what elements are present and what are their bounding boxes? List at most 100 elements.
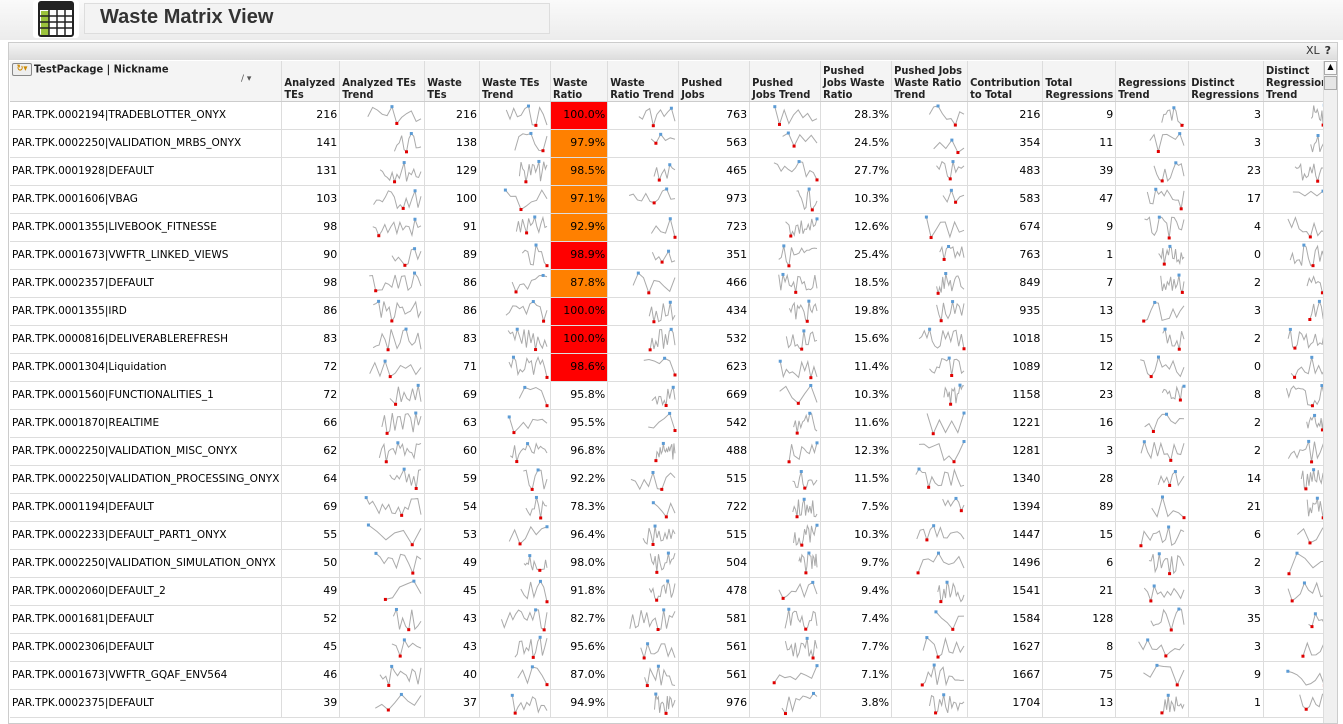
- test-package-cell[interactable]: PAR.TPK.0001560|FUNCTIONALITIES_1: [10, 381, 283, 410]
- help-button[interactable]: ?: [1324, 44, 1331, 57]
- distinct-regressions-cell: 2: [1188, 409, 1265, 438]
- test-package-cell[interactable]: PAR.TPK.0001681|DEFAULT: [10, 605, 283, 634]
- sparkline-min-marker: [413, 188, 417, 192]
- column-header[interactable]: Waste Ratio Trend: [607, 61, 680, 102]
- column-header[interactable]: Waste TEs: [424, 61, 481, 102]
- column-header[interactable]: Contribution to Total: [967, 61, 1044, 102]
- table-row[interactable]: PAR.TPK.0001304|Liquidation 72 71 98.6% 623 1…: [10, 353, 1337, 382]
- pushed-jobs-cell: 351: [678, 241, 751, 270]
- scroll-up-button[interactable]: ▲: [1324, 61, 1337, 75]
- test-package-cell[interactable]: PAR.TPK.0001870|REALTIME: [10, 409, 283, 438]
- sparkline: [778, 359, 818, 379]
- column-header[interactable]: Regressions Trend: [1115, 61, 1190, 102]
- table-row[interactable]: PAR.TPK.0002357|DEFAULT 98 86 87.8% 466 18.5%…: [10, 269, 1337, 298]
- column-header[interactable]: Pushed Jobs Trend: [749, 61, 822, 102]
- trend-cell: [607, 689, 680, 718]
- test-package-cell[interactable]: PAR.TPK.0002306|DEFAULT: [10, 633, 283, 662]
- table-row[interactable]: PAR.TPK.0002375|DEFAULT 39 37 94.9% 976 3.8% 1…: [10, 689, 1337, 718]
- trend-cell: [607, 297, 680, 326]
- table-row[interactable]: PAR.TPK.0001606|VBAG 103 100 97.1% 973 10.3% 5…: [10, 185, 1337, 214]
- table-row[interactable]: PAR.TPK.0001928|DEFAULT 131 129 98.5% 465 27.…: [10, 157, 1337, 186]
- export-excel-button[interactable]: XL: [1305, 44, 1320, 57]
- sparkline-max-marker: [962, 346, 966, 350]
- column-header[interactable]: Pushed Jobs Waste Ratio Trend: [891, 61, 969, 102]
- column-header[interactable]: ↻▾ TestPackage | Nickname: [10, 61, 283, 102]
- test-package-cell[interactable]: PAR.TPK.0002357|DEFAULT: [10, 269, 283, 298]
- sparkline-min-marker: [1154, 187, 1158, 191]
- column-header[interactable]: Waste Ratio: [550, 61, 609, 102]
- table-row[interactable]: PAR.TPK.0002233|DEFAULT_PART1_ONYX 55 53 96…: [10, 521, 1337, 550]
- test-package-cell[interactable]: PAR.TPK.0002250|VALIDATION_MRBS_ONYX: [10, 129, 283, 158]
- table-row[interactable]: PAR.TPK.0001355|LIVEBOOK_FITNESSE 98 91 92.…: [10, 213, 1337, 242]
- table-row[interactable]: PAR.TPK.0002194|TRADEBLOTTER_ONYX 216 216 1…: [10, 101, 1337, 130]
- test-package-cell[interactable]: PAR.TPK.0002250|VALIDATION_SIMULATION_ON…: [10, 549, 283, 578]
- sparkline-line: [379, 664, 422, 686]
- sparkline: [942, 188, 965, 204]
- sparkline-max-marker: [519, 207, 523, 211]
- sparkline-line: [922, 664, 965, 686]
- sparkline-min-marker: [413, 271, 417, 275]
- table-row[interactable]: PAR.TPK.0000816|DELIVERABLEREFRESH 83 83 10…: [10, 325, 1337, 354]
- sparkline-min-marker: [662, 607, 666, 611]
- test-package-cell[interactable]: PAR.TPK.0000816|DELIVERABLEREFRESH: [10, 325, 283, 354]
- vertical-scrollbar[interactable]: ▲: [1323, 61, 1337, 723]
- sparkline-max-marker: [1293, 346, 1297, 350]
- test-package-cell[interactable]: PAR.TPK.0001304|Liquidation: [10, 353, 283, 382]
- test-package-cell[interactable]: PAR.TPK.0002194|TRADEBLOTTER_ONYX: [10, 101, 283, 130]
- table-row[interactable]: PAR.TPK.0002060|DEFAULT_2 49 45 91.8% 478 9.4…: [10, 577, 1337, 606]
- test-package-cell[interactable]: PAR.TPK.0001928|DEFAULT: [10, 157, 283, 186]
- waste-ratio-cell: 96.8%: [550, 437, 609, 466]
- sparkline: [518, 385, 549, 407]
- table-row[interactable]: PAR.TPK.0001194|DEFAULT 69 54 78.3% 722 7.5% 1…: [10, 493, 1337, 522]
- column-header[interactable]: Analyzed TEs: [281, 61, 341, 102]
- table-row[interactable]: PAR.TPK.0002250|VALIDATION_MISC_ONYX 62 60…: [10, 437, 1337, 466]
- test-package-cell[interactable]: PAR.TPK.0002233|DEFAULT_PART1_ONYX: [10, 521, 283, 550]
- total-regressions-cell: 89: [1042, 493, 1117, 522]
- column-header[interactable]: Pushed Jobs Waste Ratio: [820, 61, 893, 102]
- table-row[interactable]: PAR.TPK.0002306|DEFAULT 45 43 95.6% 561 7.7% 1…: [10, 633, 1337, 662]
- column-header[interactable]: Analyzed TEs Trend: [339, 61, 426, 102]
- sparkline-min-marker: [1143, 439, 1147, 443]
- column-header[interactable]: Waste TEs Trend: [479, 61, 552, 102]
- test-package-cell[interactable]: PAR.TPK.0002250|VALIDATION_MISC_ONYX: [10, 437, 283, 466]
- sparkline: [517, 664, 549, 686]
- test-package-cell[interactable]: PAR.TPK.0002375|DEFAULT: [10, 689, 283, 718]
- table-row[interactable]: PAR.TPK.0002250|VALIDATION_SIMULATION_ON…: [10, 549, 1337, 578]
- sort-dropdown-icon[interactable]: / ▾: [241, 74, 252, 84]
- test-package-cell[interactable]: PAR.TPK.0001355|IRD: [10, 297, 283, 326]
- sparkline-min-marker: [809, 383, 813, 387]
- table-row[interactable]: PAR.TPK.0001673|VWFTR_GQAF_ENV564 46 40 87.…: [10, 661, 1337, 690]
- sparkline: [510, 693, 548, 715]
- table-row[interactable]: PAR.TPK.0001870|REALTIME 66 63 95.5% 542 11.6…: [10, 409, 1337, 438]
- sparkline-min-marker: [1158, 215, 1162, 219]
- sparkline-min-marker: [537, 159, 541, 163]
- test-package-cell[interactable]: PAR.TPK.0001673|VWFTR_GQAF_ENV564: [10, 661, 283, 690]
- trend-cell: [891, 633, 969, 662]
- table-row[interactable]: PAR.TPK.0001355|IRD 86 86 100.0% 434 19.8% 935…: [10, 297, 1337, 326]
- table-row[interactable]: PAR.TPK.0002250|VALIDATION_PROCESSING_ON…: [10, 465, 1337, 494]
- waste-tes-cell: 216: [424, 101, 481, 130]
- sparkline-line: [778, 581, 818, 599]
- test-package-cell[interactable]: PAR.TPK.0001194|DEFAULT: [10, 493, 283, 522]
- column-header[interactable]: Total Regressions: [1042, 61, 1117, 102]
- test-package-cell[interactable]: PAR.TPK.0002250|VALIDATION_PROCESSING_ON…: [10, 465, 283, 494]
- sparkline-min-marker: [1320, 383, 1324, 387]
- test-package-cell[interactable]: PAR.TPK.0001355|LIVEBOOK_FITNESSE: [10, 213, 283, 242]
- sparkline-min-marker: [797, 159, 801, 163]
- cycle-group-icon[interactable]: ↻▾: [12, 63, 32, 76]
- sparkline-line: [629, 187, 676, 203]
- table-row[interactable]: PAR.TPK.0001681|DEFAULT 52 43 82.7% 581 7.4% 1…: [10, 605, 1337, 634]
- table-row[interactable]: PAR.TPK.0002250|VALIDATION_MRBS_ONYX 141 1…: [10, 129, 1337, 158]
- scroll-thumb[interactable]: [1324, 76, 1337, 90]
- table-row[interactable]: PAR.TPK.0001673|VWFTR_LINKED_VIEWS 90 89 98…: [10, 241, 1337, 270]
- table-row[interactable]: PAR.TPK.0001560|FUNCTIONALITIES_1 72 69 95.…: [10, 381, 1337, 410]
- column-header[interactable]: Pushed Jobs: [678, 61, 751, 102]
- sparkline-max-marker: [538, 568, 542, 572]
- column-header[interactable]: Distinct Regressions: [1188, 61, 1265, 102]
- test-package-cell[interactable]: PAR.TPK.0002060|DEFAULT_2: [10, 577, 283, 606]
- analyzed-tes-cell: 83: [281, 325, 341, 354]
- test-package-cell[interactable]: PAR.TPK.0001673|VWFTR_LINKED_VIEWS: [10, 241, 283, 270]
- test-package-cell[interactable]: PAR.TPK.0001606|VBAG: [10, 185, 283, 214]
- sparkline-max-marker: [1167, 235, 1171, 239]
- pushed-jobs-cell: 504: [678, 549, 751, 578]
